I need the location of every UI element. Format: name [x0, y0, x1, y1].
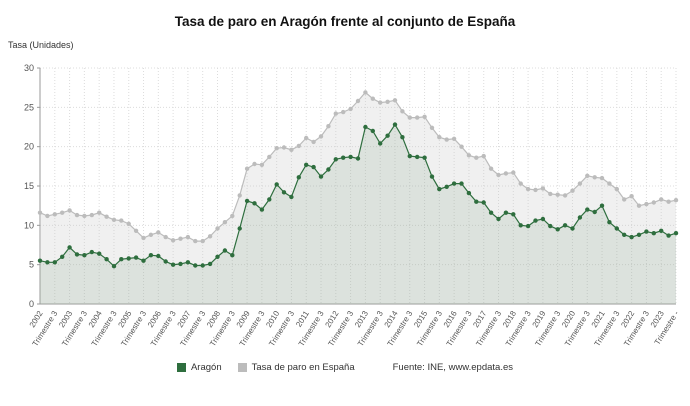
aragon-legend-label: Aragón: [190, 362, 222, 373]
svg-text:30: 30: [24, 63, 34, 73]
svg-text:20: 20: [24, 142, 34, 152]
espana-legend-swatch-icon: [237, 363, 247, 372]
y-axis-label: Tasa (Unidades): [8, 40, 74, 50]
svg-text:15: 15: [24, 181, 34, 191]
legend: Aragón Tasa de paro en España Fuente: IN…: [0, 362, 690, 373]
svg-text:0: 0: [29, 299, 34, 309]
svg-text:10: 10: [24, 220, 34, 230]
legend-item-espana: Tasa de paro en España: [237, 362, 355, 373]
legend-item-aragon: Aragón: [176, 362, 222, 373]
espana-legend-label: Tasa de paro en España: [251, 362, 355, 373]
page-title: Tasa de paro en Aragón frente al conjunt…: [174, 14, 516, 29]
svg-text:5: 5: [29, 260, 34, 270]
aragon-legend-swatch-icon: [176, 363, 186, 372]
svg-text:25: 25: [24, 102, 34, 112]
source-attribution: Fuente: INE, www.epdata.es: [392, 362, 514, 373]
